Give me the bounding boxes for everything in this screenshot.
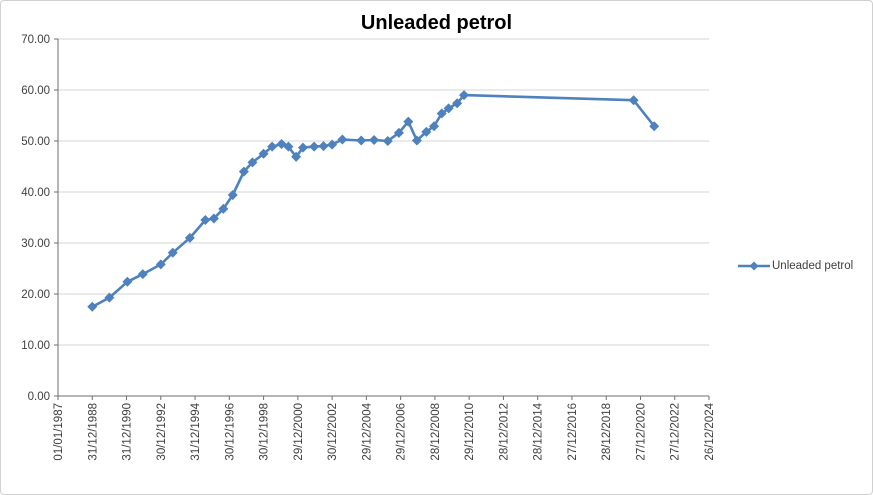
data-point-marker[interactable] <box>218 203 229 214</box>
data-point-marker[interactable] <box>452 98 463 109</box>
data-point-marker[interactable] <box>291 151 302 162</box>
data-point-marker[interactable] <box>208 213 219 224</box>
x-axis-label: 29/12/2004 <box>361 402 373 460</box>
data-point-marker[interactable] <box>421 126 432 137</box>
x-axis-label: 27/12/2016 <box>567 403 579 461</box>
data-point-marker[interactable] <box>356 135 367 146</box>
data-point-marker[interactable] <box>369 134 380 145</box>
data-point-marker[interactable] <box>276 139 287 150</box>
y-axis-label: 10.00 <box>21 340 50 352</box>
data-point-marker[interactable] <box>459 90 470 101</box>
x-axis-label: 27/12/2022 <box>670 403 682 461</box>
y-axis-label: 20.00 <box>21 289 50 301</box>
data-point-marker[interactable] <box>283 141 294 152</box>
data-point-marker[interactable] <box>318 141 329 152</box>
y-axis-label: 40.00 <box>21 187 50 199</box>
data-point-marker[interactable] <box>122 276 133 287</box>
legend-line-marker-icon <box>738 261 770 271</box>
x-axis-label: 29/12/2000 <box>293 403 305 461</box>
legend[interactable]: Unleaded petrol <box>737 260 853 272</box>
x-axis-label: 27/12/2020 <box>635 403 647 461</box>
data-point-marker[interactable] <box>337 134 348 145</box>
y-axis-label: 50.00 <box>21 136 50 148</box>
x-axis-label: 29/12/2010 <box>464 403 476 461</box>
data-point-marker[interactable] <box>104 292 115 303</box>
y-axis-label: 70.00 <box>21 34 50 46</box>
x-axis-label: 31/12/1988 <box>87 403 99 461</box>
data-point-marker[interactable] <box>297 142 308 153</box>
data-point-marker[interactable] <box>167 247 178 258</box>
data-point-marker[interactable] <box>309 141 320 152</box>
data-point-marker[interactable] <box>649 121 660 132</box>
data-point-marker[interactable] <box>436 108 447 119</box>
data-point-marker[interactable] <box>429 121 440 132</box>
x-axis-label: 30/12/1998 <box>259 403 271 461</box>
data-point-marker[interactable] <box>403 116 414 127</box>
data-point-marker[interactable] <box>200 215 211 226</box>
x-axis-label: 01/01/1987 <box>53 403 65 461</box>
data-point-marker[interactable] <box>227 190 238 201</box>
data-point-marker[interactable] <box>155 259 166 270</box>
chart-title[interactable]: Unleaded petrol <box>360 12 513 34</box>
x-axis-label: 30/12/2002 <box>327 403 339 461</box>
data-point-marker[interactable] <box>327 139 338 150</box>
y-axis-label: 60.00 <box>21 85 50 97</box>
data-point-marker[interactable] <box>393 127 404 138</box>
legend-label: Unleaded petrol <box>772 260 854 272</box>
x-axis-label: 28/12/2014 <box>533 402 545 460</box>
data-point-marker[interactable] <box>247 157 258 168</box>
data-point-marker[interactable] <box>137 269 148 280</box>
x-axis-label: 28/12/2018 <box>601 403 613 461</box>
data-point-marker[interactable] <box>184 232 195 243</box>
data-point-marker[interactable] <box>382 135 393 147</box>
data-point-marker[interactable] <box>443 103 454 114</box>
x-axis-label: 28/12/2012 <box>498 403 510 461</box>
x-axis-label: 30/12/1996 <box>224 403 236 461</box>
data-point-marker[interactable] <box>267 141 278 152</box>
data-point-marker[interactable] <box>628 95 639 106</box>
y-axis-label: 30.00 <box>21 238 50 250</box>
y-axis-label: 0.00 <box>28 391 50 403</box>
x-axis-label: 31/12/1994 <box>190 402 202 460</box>
x-axis-label: 31/12/1990 <box>122 403 134 461</box>
series-line[interactable] <box>91 93 656 309</box>
x-axis-label: 30/12/1992 <box>156 403 168 461</box>
x-axis-label: 28/12/2008 <box>430 403 442 461</box>
data-point-marker[interactable] <box>238 166 249 177</box>
data-point-marker[interactable] <box>258 148 269 159</box>
x-axis-label: 26/12/2024 <box>704 402 716 460</box>
data-point-marker[interactable] <box>411 135 422 146</box>
data-point-marker[interactable] <box>87 301 98 312</box>
x-axis-label: 29/12/2006 <box>396 403 408 461</box>
